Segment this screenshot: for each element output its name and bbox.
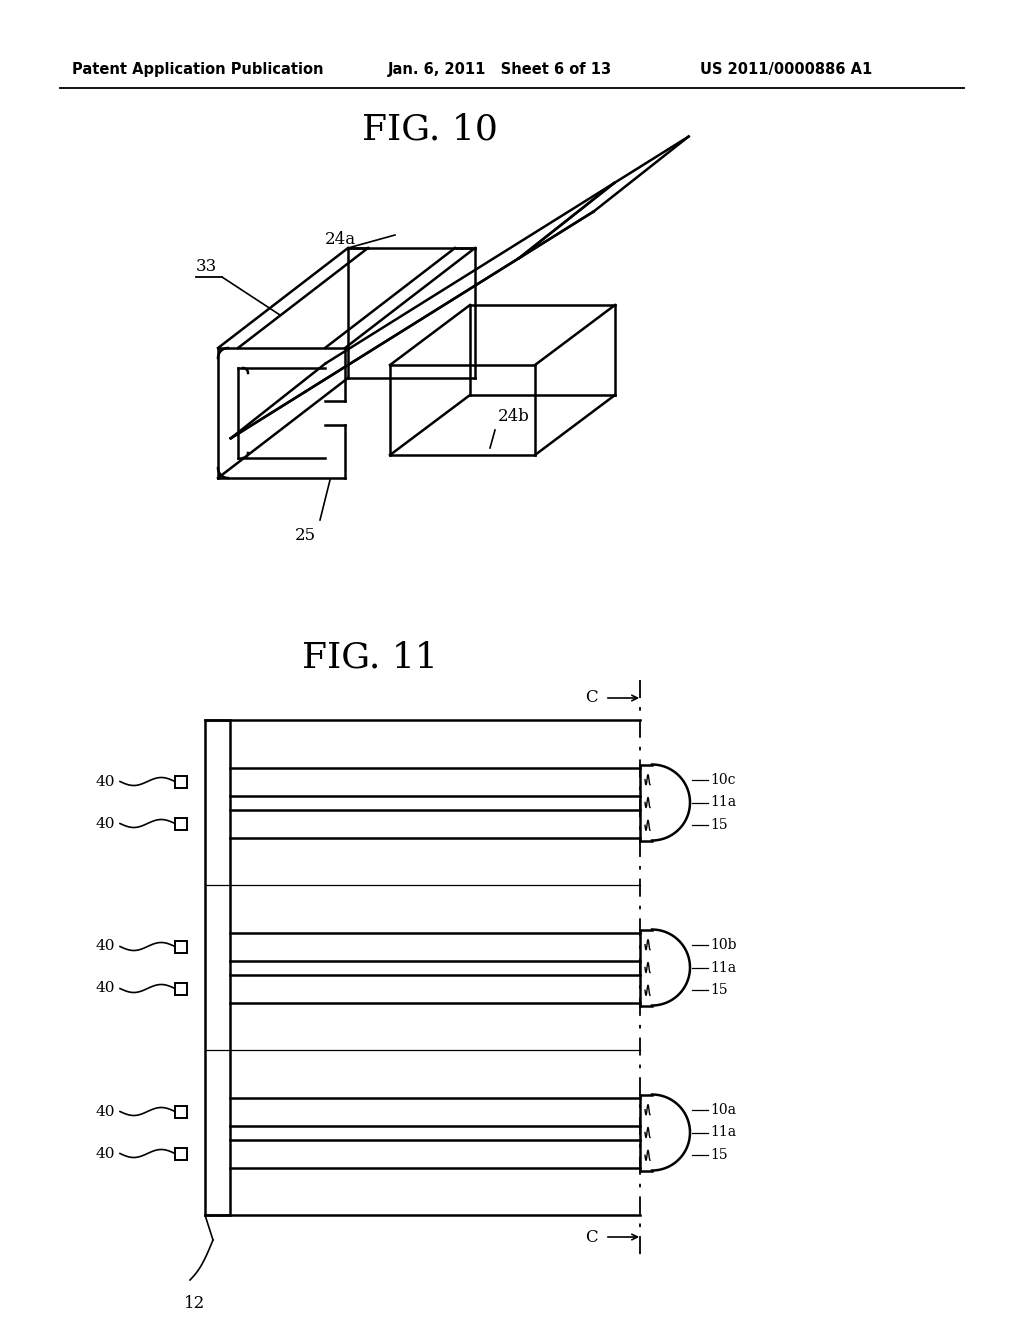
Text: 40: 40 [95,775,115,788]
Text: 10b: 10b [710,937,736,952]
Text: FIG. 11: FIG. 11 [302,640,438,675]
Bar [175,940,187,953]
Text: US 2011/0000886 A1: US 2011/0000886 A1 [700,62,872,77]
Bar [175,776,187,788]
Text: Patent Application Publication: Patent Application Publication [72,62,324,77]
Bar [175,982,187,994]
Text: 11a: 11a [710,961,736,974]
Text: 40: 40 [95,1147,115,1160]
Text: 40: 40 [95,817,115,830]
Text: 40: 40 [95,940,115,953]
Bar [175,1106,187,1118]
Text: 12: 12 [184,1295,206,1312]
Text: 40: 40 [95,1105,115,1118]
Text: 25: 25 [295,527,315,544]
Text: 15: 15 [710,818,728,833]
Bar [205,719,230,1214]
Text: C: C [586,689,598,706]
Text: FIG. 10: FIG. 10 [362,112,498,147]
Text: 33: 33 [196,257,217,275]
Text: 24a: 24a [325,231,355,248]
Text: 24b: 24b [498,408,529,425]
Text: Jan. 6, 2011   Sheet 6 of 13: Jan. 6, 2011 Sheet 6 of 13 [388,62,612,77]
Text: 10c: 10c [710,772,735,787]
Text: 11a: 11a [710,796,736,809]
Text: C: C [586,1229,598,1246]
Bar [175,1147,187,1159]
Text: 10a: 10a [710,1102,736,1117]
Bar [175,817,187,829]
Text: 15: 15 [710,1148,728,1163]
Text: 15: 15 [710,983,728,998]
Text: 11a: 11a [710,1126,736,1139]
Text: 40: 40 [95,982,115,995]
